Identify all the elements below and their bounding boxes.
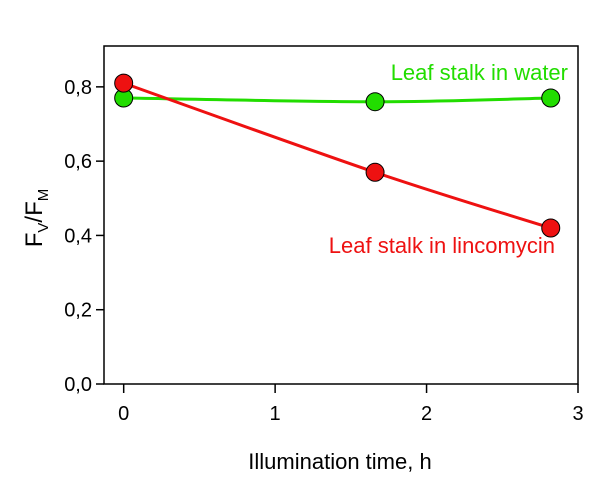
y-title-part: F (21, 233, 48, 248)
series-label: Leaf stalk in water (391, 60, 568, 85)
x-tick-label: 3 (572, 403, 583, 425)
data-point (541, 218, 561, 238)
x-tick-label: 2 (421, 403, 432, 425)
y-title-sub: M (35, 189, 52, 202)
x-axis-title: Illumination time, h (248, 449, 431, 474)
data-point (541, 88, 561, 108)
y-title-part: /F (21, 201, 48, 222)
data-point (365, 162, 385, 182)
series-label: Leaf stalk in lincomycin (329, 233, 555, 258)
plot-frame (103, 45, 579, 385)
data-point (365, 92, 385, 112)
data-point (114, 73, 134, 93)
y-tick-label: 0,4 (64, 225, 92, 247)
y-tick-label: 0,2 (64, 300, 92, 322)
series-line (123, 96, 551, 104)
series-line (123, 81, 552, 230)
x-tick-label: 1 (270, 403, 281, 425)
y-tick-label: 0,6 (64, 151, 92, 173)
y-tick-label: 0,8 (64, 77, 92, 99)
y-tick-label: 0,0 (64, 374, 92, 396)
y-axis-title: FV/FM (21, 189, 52, 248)
x-tick-label: 0 (118, 403, 129, 425)
y-title-sub: V (35, 223, 52, 233)
